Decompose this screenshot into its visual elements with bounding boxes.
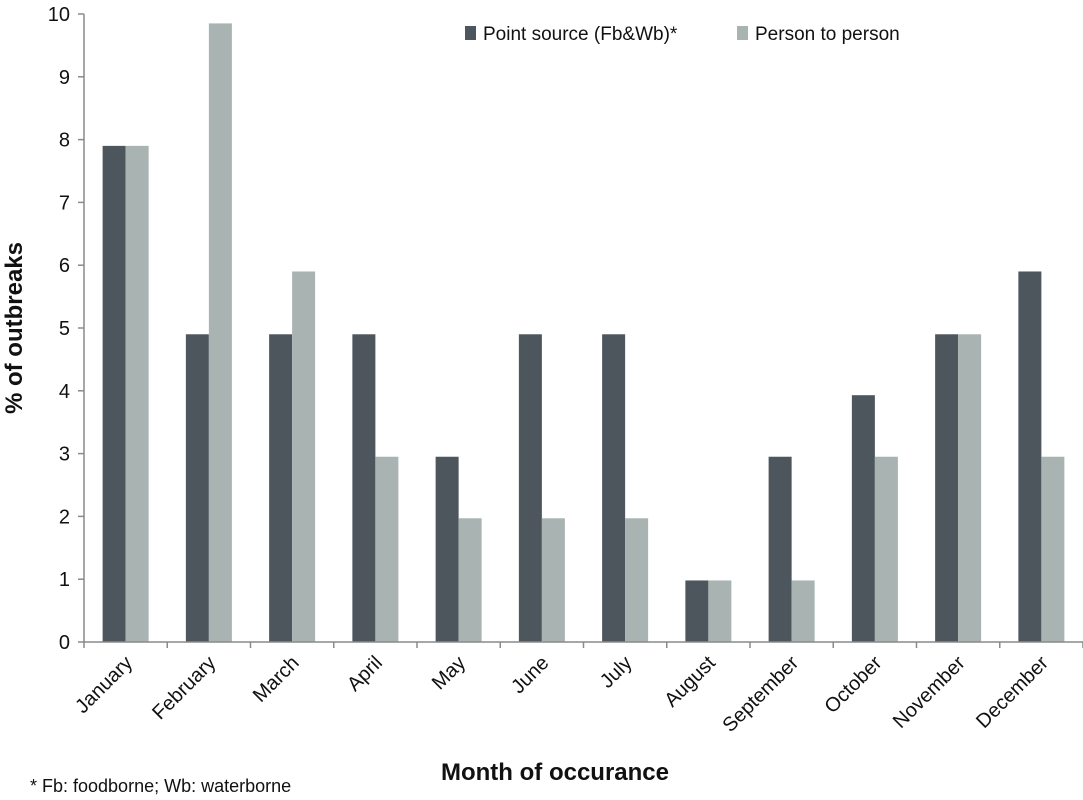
x-tick-label-february: February <box>148 652 220 724</box>
y-axis-ticks: 0 1 2 3 4 5 6 7 8 9 10 <box>48 4 84 654</box>
x-tick-label-september: September <box>718 652 803 737</box>
y-tick-label: 10 <box>48 4 70 26</box>
bar-point-source-november <box>935 334 959 642</box>
x-tick-label-may: May <box>428 652 470 694</box>
x-tick-label-march: March <box>249 652 304 707</box>
bar-person-to-person-january <box>125 145 149 642</box>
y-tick-label: 3 <box>59 444 70 466</box>
x-tick-label-april: April <box>343 652 387 696</box>
bar-person-to-person-april <box>375 456 399 642</box>
legend-swatch-person-to-person <box>737 26 748 40</box>
x-tick-label-october: October <box>821 652 887 718</box>
bar-person-to-person-october <box>874 456 898 642</box>
y-axis-title: % of outbreaks <box>1 242 28 414</box>
bar-person-to-person-december <box>1041 456 1065 642</box>
legend-swatch-point-source <box>465 26 476 40</box>
y-tick-label: 5 <box>59 318 70 340</box>
y-tick-label: 4 <box>59 381 70 403</box>
bar-person-to-person-november <box>958 334 982 642</box>
bar-point-source-may <box>435 456 459 642</box>
bar-point-source-january <box>102 145 126 642</box>
y-tick-label: 9 <box>59 67 70 89</box>
bar-point-source-december <box>1018 271 1042 642</box>
bar-person-to-person-august <box>708 580 732 642</box>
legend-label-person-to-person: Person to person <box>755 24 900 45</box>
legend-label-point-source: Point source (Fb&Wb)* <box>483 24 678 45</box>
x-tick-label-december: December <box>972 652 1053 733</box>
x-tick-label-august: August <box>660 652 720 712</box>
bar-point-source-july <box>602 334 626 642</box>
bar-person-to-person-june <box>541 518 565 642</box>
x-tick-label-june: June <box>507 652 553 698</box>
y-tick-label: 1 <box>59 569 70 591</box>
bar-person-to-person-july <box>625 518 649 642</box>
bar-point-source-august <box>685 580 709 642</box>
x-axis-ticks: January February March April May June July Augu… <box>71 642 1083 737</box>
y-tick-label: 0 <box>59 632 70 654</box>
bar-point-source-october <box>851 395 875 642</box>
bar-person-to-person-may <box>458 518 482 642</box>
y-tick-label: 6 <box>59 255 70 277</box>
bar-point-source-april <box>352 334 376 642</box>
x-tick-label-november: November <box>889 652 970 733</box>
x-axis-title: Month of occurance <box>441 759 669 786</box>
legend: Point source (Fb&Wb)* Person to person <box>465 24 900 45</box>
bar-point-source-february <box>185 334 209 642</box>
bar-person-to-person-march <box>292 271 316 642</box>
x-tick-label-july: July <box>596 652 637 693</box>
bar-point-source-march <box>269 334 293 642</box>
y-tick-label: 2 <box>59 506 70 528</box>
bars-group <box>102 23 1065 643</box>
bar-point-source-september <box>768 456 792 642</box>
x-tick-label-january: January <box>71 652 137 718</box>
y-tick-label: 7 <box>59 192 70 214</box>
y-tick-label: 8 <box>59 130 70 152</box>
bar-person-to-person-february <box>208 23 232 643</box>
bar-point-source-june <box>518 334 542 642</box>
bar-person-to-person-september <box>791 580 815 642</box>
footnote: * Fb: foodborne; Wb: waterborne <box>30 776 291 796</box>
